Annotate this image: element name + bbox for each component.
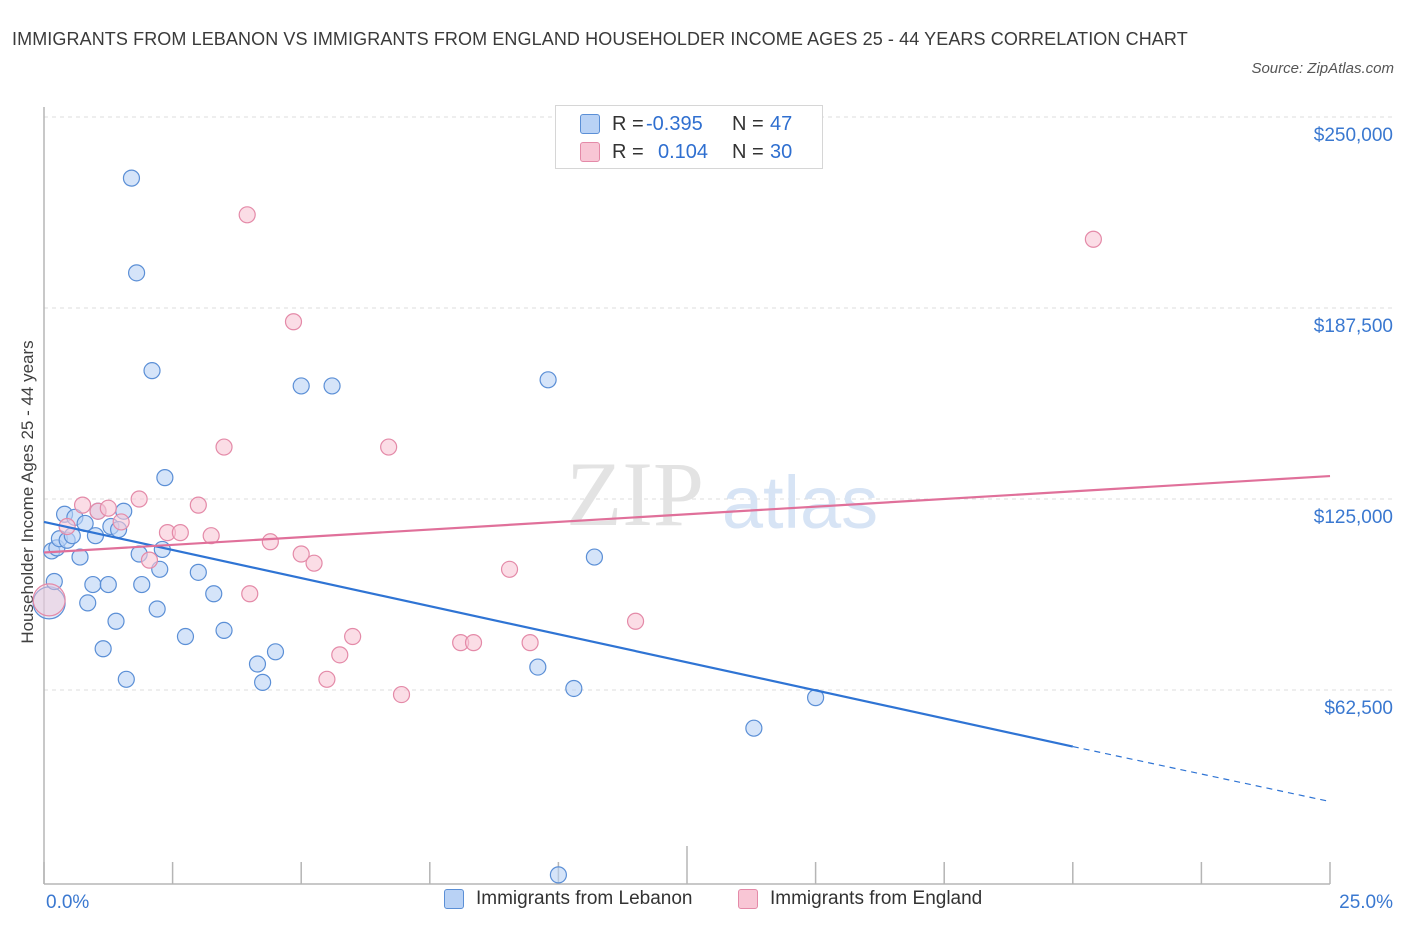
lebanon-trend-extension [1072,745,1331,803]
england-point [73,496,92,514]
legend-swatch-lebanon [580,114,600,134]
england-point [284,313,303,331]
lebanon-trend-line [43,520,1074,748]
england-point [380,438,398,456]
england-point [318,670,336,688]
lebanon-point [189,563,207,581]
lebanon-point [143,362,161,380]
x-tick-label: 25.0% [1339,892,1393,913]
england-point [292,545,310,563]
lebanon-point [565,679,583,698]
england-point [521,634,539,652]
data-points [32,169,1102,884]
england-point [1084,230,1102,248]
lebanon-point [94,640,112,658]
watermark: ZIP atlas [566,443,878,545]
lebanon-point [585,548,604,566]
england-point [392,685,411,704]
lebanon-point [323,377,341,395]
legend-n-value: 30 [770,140,793,163]
england-point [189,496,207,514]
england-point [202,527,220,545]
y-tick-label: $125,000 [1314,507,1393,528]
y-tick-label: $62,500 [1324,698,1393,719]
lebanon-point [86,527,105,545]
england-point [99,499,117,517]
legend-swatch-england [580,142,600,162]
lebanon-point [148,600,166,618]
lebanon-point [529,658,547,676]
lebanon-point [549,866,568,884]
england-point [130,490,148,508]
lebanon-point [117,670,135,688]
lebanon-point [215,621,233,640]
lebanon-point [745,719,763,737]
england-point [238,206,256,224]
legend-r-value: 0.104 [658,140,709,163]
series-label-lebanon: Immigrants from Lebanon [476,888,693,909]
lebanon-point [79,594,97,612]
series-label-england: Immigrants from England [770,888,983,909]
england-point [241,585,259,603]
legend-r-value: -0.395 [646,112,703,135]
source-label: Source: ZipAtlas.com [1251,60,1394,77]
england-point [344,627,362,646]
lebanon-point [99,575,117,594]
england-point [112,513,130,531]
england-point [32,583,66,617]
x-tick-label: 0.0% [46,892,89,913]
series-swatch-england [738,889,758,909]
england-point [626,612,645,630]
lebanon-point [45,572,63,591]
correlation-legend: R = -0.395 N = 47 R = 0.104 N = 30 [555,105,823,169]
axes [43,107,1331,885]
legend-n-label: N = [732,140,764,163]
lebanon-point [127,264,146,282]
tick-labels: $62,500 $125,000 $187,500 $250,000 0.0% 25.0% [46,125,1393,913]
legend-row-england: R = 0.104 N = 30 [580,140,792,164]
lebanon-point [156,469,174,487]
lebanon-point [254,673,272,691]
grid-lines [44,116,1394,691]
lebanon-point [176,627,195,646]
legend-row-lebanon: R = -0.395 N = 47 [580,112,792,136]
legend-r-label: R = [612,112,644,135]
lebanon-point [84,575,102,594]
england-point [140,551,159,569]
legend-r-label: R = [612,140,644,163]
lebanon-point [133,575,151,594]
lebanon-point [71,548,89,566]
series-legend: Immigrants from Lebanon Immigrants from … [0,888,1406,916]
trend-lines [43,474,1331,803]
legend-n-label: N = [732,112,764,135]
lebanon-point [205,585,223,603]
lebanon-point [122,169,141,187]
lebanon-point [107,612,125,630]
england-point [171,524,189,542]
england-point [215,438,233,456]
y-tick-label: $250,000 [1314,125,1393,146]
watermark-zip: ZIP [566,443,704,545]
england-point [331,646,349,664]
england-point [305,554,323,572]
england-point [464,634,483,652]
lebanon-point [539,371,557,389]
watermark-atlas: atlas [722,461,878,544]
series-legend-lebanon: Immigrants from Lebanon [444,888,693,910]
chart-title: IMMIGRANTS FROM LEBANON VS IMMIGRANTS FR… [12,29,1188,49]
england-trend-line [43,474,1331,554]
lebanon-point [248,655,267,673]
series-legend-england: Immigrants from England [738,888,982,910]
y-tick-label: $187,500 [1314,316,1393,337]
series-swatch-lebanon [444,889,464,909]
england-point [261,533,279,551]
england-point [500,560,519,578]
legend-n-value: 47 [770,112,793,135]
lebanon-point [292,377,310,395]
lebanon-point [266,643,285,661]
